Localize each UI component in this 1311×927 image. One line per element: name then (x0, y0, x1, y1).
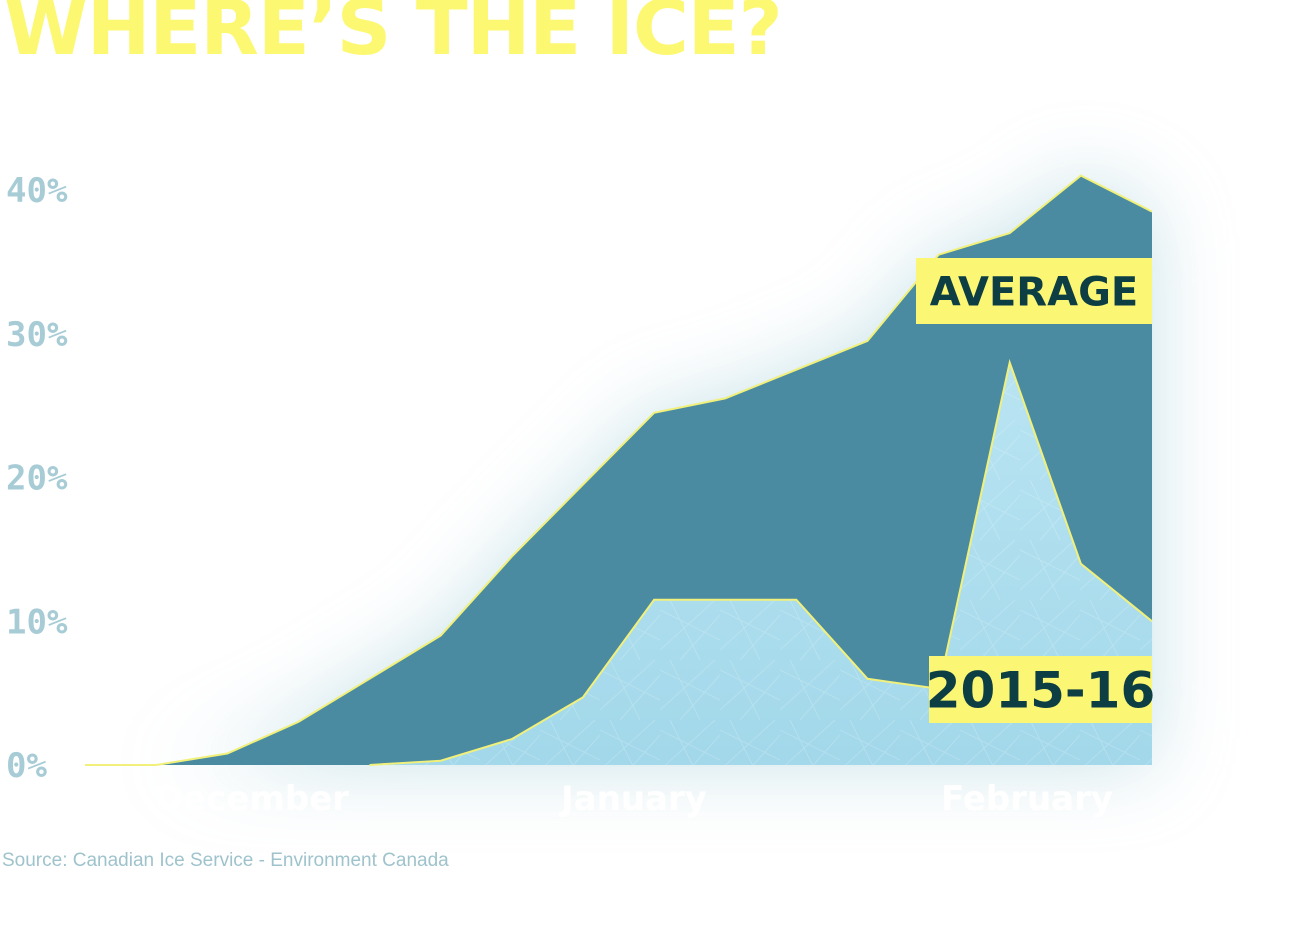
y-tick-label: 30% (6, 315, 68, 355)
y-tick-label: 0% (6, 746, 47, 786)
series-2015-16-line (369, 358, 1153, 766)
y-tick-label: 10% (6, 602, 68, 642)
x-tick-label: February (941, 779, 1113, 819)
series-label-box-2015-16 (929, 656, 1152, 723)
y-tick-label: 20% (6, 459, 68, 499)
series-label-box-average (916, 258, 1152, 324)
y-axis: 0% 10% 20% 30% 40% (6, 171, 68, 786)
x-tick-label: January (559, 779, 707, 819)
source-note: Source: Canadian Ice Service - Environme… (2, 850, 449, 871)
series-label-average: AVERAGE (930, 269, 1138, 315)
series-average-area (85, 175, 1152, 766)
series-labels: AVERAGE 2015-16 (916, 258, 1155, 723)
x-axis: December January February (155, 779, 1113, 819)
series-label-2015-16: 2015-16 (926, 662, 1156, 720)
series-average-line (85, 174, 1153, 766)
y-tick-label: 40% (6, 171, 68, 211)
x-tick-label: December (155, 779, 349, 819)
chart-title: WHERE’S THE ICE? (4, 0, 783, 72)
